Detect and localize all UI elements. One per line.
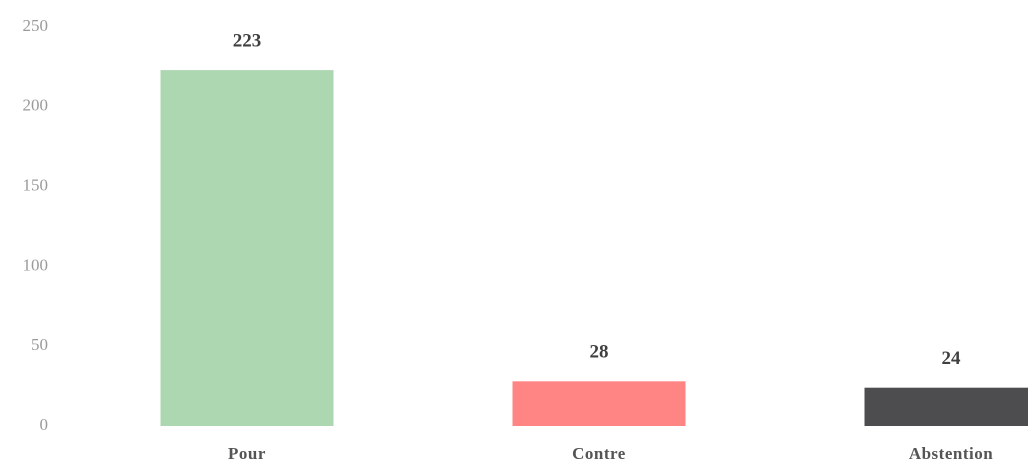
bar [512,381,686,426]
data-label: 223 [233,30,262,51]
y-tick-label: 50 [31,335,48,354]
x-tick-label: Abstention [909,444,993,463]
data-label: 28 [590,342,609,363]
y-tick-label: 150 [23,176,49,195]
y-tick-label: 200 [23,96,49,115]
bar [160,70,334,426]
x-tick-label: Contre [572,444,626,463]
y-tick-label: 250 [23,16,49,35]
y-tick-label: 100 [23,255,49,274]
bar [864,387,1028,426]
y-tick-label: 0 [40,415,49,434]
x-tick-label: Pour [228,444,266,463]
data-label: 24 [942,348,962,369]
